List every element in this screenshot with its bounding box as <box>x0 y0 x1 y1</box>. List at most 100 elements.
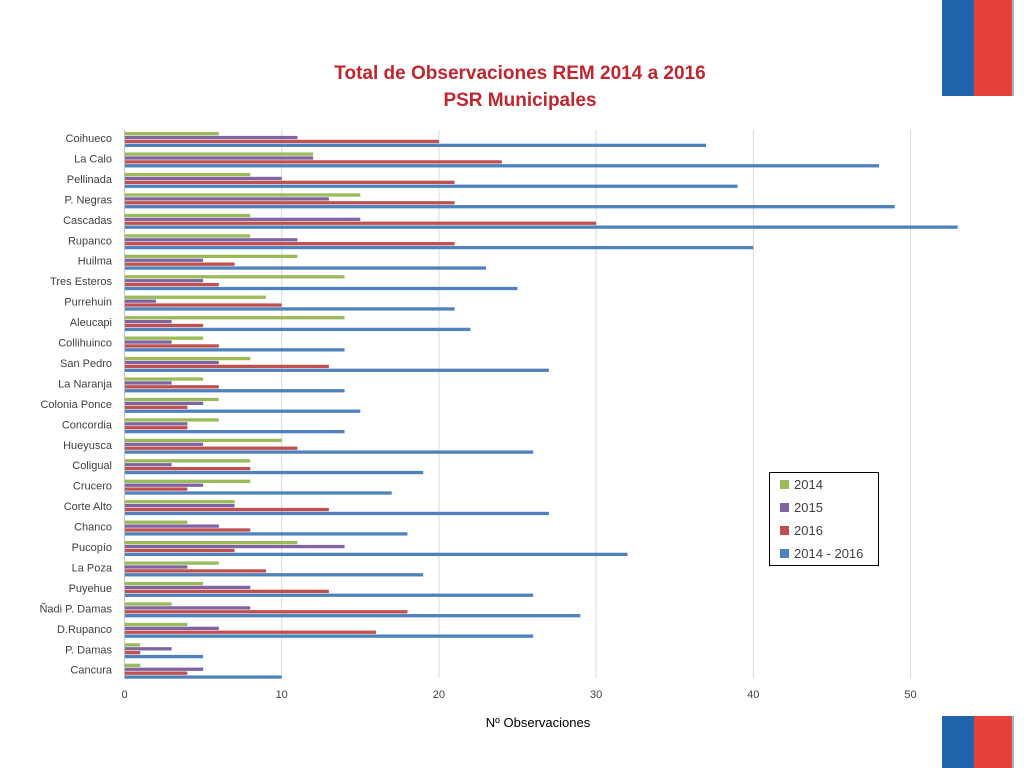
bar <box>124 654 204 659</box>
bar <box>124 275 345 279</box>
legend-swatch <box>780 503 789 512</box>
bar <box>124 401 204 406</box>
x-tick-label: 50 <box>904 689 916 701</box>
bar <box>124 344 219 348</box>
bar <box>124 397 219 402</box>
bar <box>124 279 204 283</box>
bar <box>124 581 204 586</box>
bar <box>124 630 377 634</box>
bar <box>124 561 219 565</box>
bar <box>124 360 219 365</box>
bar <box>124 504 235 508</box>
legend-swatch <box>780 549 789 558</box>
bar <box>124 348 345 352</box>
bar <box>124 573 424 577</box>
bar <box>124 422 188 426</box>
bar <box>124 364 329 369</box>
bar <box>124 565 188 569</box>
bar <box>124 266 487 270</box>
bar <box>124 295 266 299</box>
bar <box>124 614 581 618</box>
bar <box>124 368 549 372</box>
bar <box>124 197 329 201</box>
bar <box>124 299 156 303</box>
bar <box>124 647 172 651</box>
bar <box>124 479 251 483</box>
bar <box>124 213 251 218</box>
logo-flag-bottom <box>942 716 1014 768</box>
category-label: Concordia <box>62 419 113 431</box>
bar <box>124 459 251 463</box>
bar <box>124 438 282 443</box>
x-tick-label: 30 <box>590 689 602 701</box>
category-label: Crucero <box>73 481 112 493</box>
bar <box>124 205 895 209</box>
bar <box>124 552 628 556</box>
bar <box>124 585 251 590</box>
bar <box>124 225 958 229</box>
category-label: Collihuinco <box>58 338 112 350</box>
x-tick-label: 0 <box>121 689 127 701</box>
bar <box>124 626 219 630</box>
bar <box>124 491 392 495</box>
bar <box>124 238 298 242</box>
category-label: Coligual <box>72 460 112 472</box>
category-label: Pellinada <box>67 174 113 186</box>
bar <box>124 242 455 246</box>
bar <box>124 532 408 536</box>
bar <box>124 528 251 532</box>
bar <box>124 245 754 250</box>
bar <box>124 671 188 675</box>
bar <box>124 606 251 610</box>
x-tick-label: 20 <box>433 689 445 701</box>
bar <box>124 520 188 524</box>
category-label: D.Rupanco <box>57 624 112 636</box>
legend-label: 2014 - 2016 <box>794 546 863 561</box>
bar <box>124 430 345 434</box>
bar <box>124 409 361 413</box>
x-tick-labels: 0 10 20 30 40 50 <box>121 689 916 701</box>
bar <box>124 327 471 332</box>
bar <box>124 143 707 147</box>
bar <box>124 282 219 287</box>
category-label: Corte Alto <box>64 501 112 513</box>
bar <box>124 470 424 475</box>
bar <box>124 389 345 393</box>
bar <box>124 610 408 614</box>
category-label: La Naranja <box>58 378 113 390</box>
bar <box>124 446 298 450</box>
bar <box>124 524 219 528</box>
bar <box>124 634 534 638</box>
bar <box>124 569 266 573</box>
bar <box>124 316 345 320</box>
bar <box>124 139 439 144</box>
bar <box>124 663 141 667</box>
bar <box>124 336 204 340</box>
bar <box>124 176 282 181</box>
category-label: P. Damas <box>65 644 112 656</box>
bar <box>124 442 204 446</box>
category-label: La Calo <box>74 153 112 165</box>
bar <box>124 541 298 545</box>
bar <box>124 483 204 487</box>
bar <box>124 254 298 258</box>
bar <box>124 544 345 549</box>
bar <box>124 221 597 225</box>
bar <box>124 184 738 188</box>
category-label: Pucopío <box>72 542 112 554</box>
category-label: Colonia Ponce <box>40 399 112 411</box>
bars <box>124 132 958 679</box>
legend-label: 2014 <box>794 477 823 492</box>
bar <box>124 405 188 409</box>
category-label: Chanco <box>74 522 112 534</box>
bar <box>124 319 172 324</box>
bar <box>124 385 219 389</box>
bar <box>124 258 204 262</box>
bar <box>124 234 251 238</box>
legend-swatch <box>780 526 789 535</box>
bar <box>124 548 235 553</box>
bar <box>124 323 204 328</box>
category-label: Purrehuin <box>64 297 112 309</box>
x-tick-label: 40 <box>747 689 759 701</box>
category-labels: Coihueco La Calo Pellinada P. Negras Cascada… <box>39 133 112 677</box>
